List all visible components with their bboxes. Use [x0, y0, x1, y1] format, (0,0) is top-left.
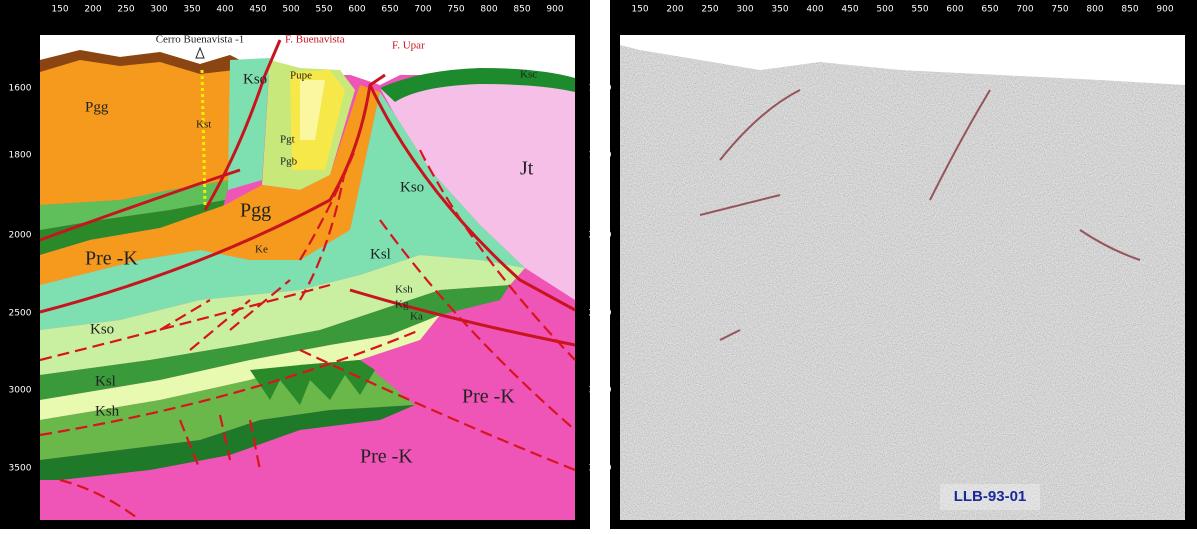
- depth-axis-label: 2000: [9, 231, 32, 241]
- unit-label: Ksl: [95, 373, 116, 389]
- unit-label: Pre -K: [85, 248, 138, 270]
- top-axis-label: 650: [981, 5, 998, 15]
- top-axis-label: 350: [183, 5, 200, 15]
- top-axis-label: 300: [150, 5, 167, 15]
- top-axis-label: 650: [381, 5, 398, 15]
- depth-axis-label: 2000: [589, 231, 612, 241]
- top-axis-label: 350: [771, 5, 788, 15]
- unit-label: Kg: [395, 299, 409, 311]
- top-axis-label: 700: [1016, 5, 1033, 15]
- top-axis-label: 450: [841, 5, 858, 15]
- top-axis-label: 200: [666, 5, 683, 15]
- unit-label: Kso: [243, 71, 267, 87]
- unit-label: Pgg: [85, 99, 109, 115]
- unit-label: Pgt: [280, 134, 295, 146]
- top-axis-label: 500: [282, 5, 299, 15]
- depth-axis-label: 2500: [9, 309, 32, 319]
- fault-label: F. Upar: [392, 40, 425, 52]
- top-axis-label: 500: [876, 5, 893, 15]
- top-axis-label: 900: [546, 5, 563, 15]
- unit-label: Kso: [90, 321, 114, 337]
- top-axis-label: 150: [631, 5, 648, 15]
- top-axis-label: 550: [315, 5, 332, 15]
- depth-axis-label: 3500: [589, 464, 612, 474]
- depth-axis-label: 1600: [589, 84, 612, 94]
- fault-label: F. Buenavista: [285, 34, 345, 46]
- top-axis-label: 750: [1051, 5, 1068, 15]
- line-name: LLB-93-01: [954, 488, 1027, 505]
- top-axis-label: 200: [84, 5, 101, 15]
- cross-section: [40, 35, 575, 520]
- top-axis-label: 600: [348, 5, 365, 15]
- top-axis-label: 800: [480, 5, 497, 15]
- top-axis-label: 600: [946, 5, 963, 15]
- unit-label: Pre -K: [462, 386, 515, 408]
- top-axis-label: 250: [701, 5, 718, 15]
- top-axis-label: 800: [1086, 5, 1103, 15]
- well-label: Cerro Buenavista -1: [156, 34, 245, 46]
- unit-label: Ksh: [395, 284, 413, 296]
- unit-label: Jt: [520, 158, 534, 180]
- unit-label: Pre -K: [360, 446, 413, 468]
- top-axis-label: 450: [249, 5, 266, 15]
- unit-label: Pupe: [290, 70, 312, 82]
- unit-label: Ksh: [95, 403, 120, 419]
- top-axis-label: 400: [806, 5, 823, 15]
- depth-axis-label: 3500: [9, 464, 32, 474]
- top-axis-label: 150: [51, 5, 68, 15]
- depth-axis-label: 2500: [589, 309, 612, 319]
- depth-axis-label: 3000: [589, 386, 612, 396]
- top-axis-label: 900: [1156, 5, 1173, 15]
- depth-axis-label: 1800: [9, 151, 32, 161]
- unit-label: Kst: [196, 119, 211, 131]
- depth-axis-label: 1700: [589, 151, 612, 161]
- top-axis-label: 750: [447, 5, 464, 15]
- depth-axis-label: 3000: [9, 386, 32, 396]
- top-axis-label: 300: [736, 5, 753, 15]
- unit-label: Pgg: [240, 200, 271, 222]
- seismic-image: [620, 35, 1185, 520]
- top-axis-label: 550: [911, 5, 928, 15]
- page: Cerro Buenavista -1 F. Buenavista F. Upa…: [0, 0, 1197, 529]
- top-axis-label: 700: [414, 5, 431, 15]
- top-axis-label: 400: [216, 5, 233, 15]
- unit-label: Ke: [255, 244, 268, 256]
- unit-label: Ka: [410, 311, 423, 323]
- unit-label: Kso: [400, 179, 424, 195]
- top-axis-label: 850: [1121, 5, 1138, 15]
- top-axis-label: 250: [117, 5, 134, 15]
- unit-label: Pgb: [280, 156, 298, 168]
- top-axis-label: 850: [513, 5, 530, 15]
- unit-label: Ksc: [520, 69, 537, 81]
- unit-label: Ksl: [370, 246, 391, 262]
- depth-axis-label: 1600: [9, 84, 32, 94]
